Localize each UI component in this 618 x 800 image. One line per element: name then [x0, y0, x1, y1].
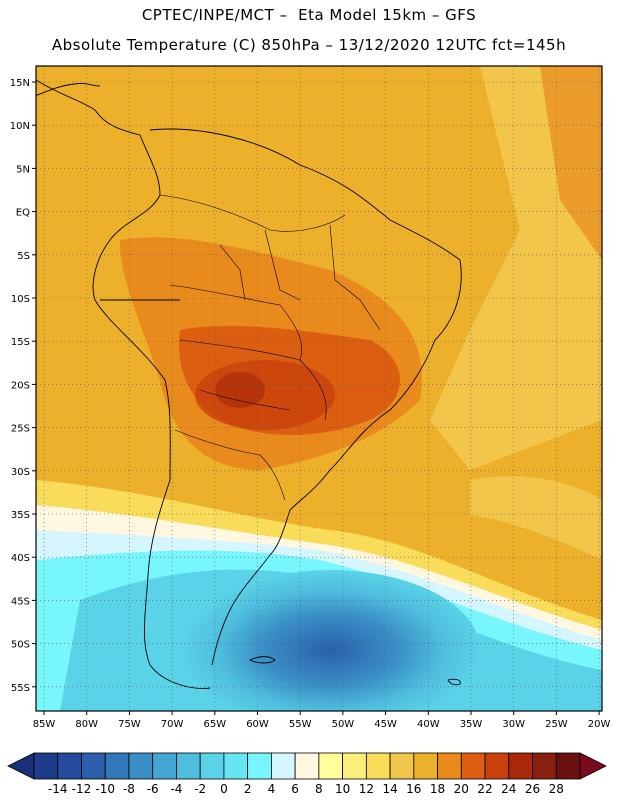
colorbar-swatch: [342, 752, 367, 780]
country-borders: [159, 194, 381, 501]
colorbar-low-arrow: [7, 752, 35, 780]
colorbar-level-label: -8: [123, 782, 135, 796]
lat-label: 20S: [11, 380, 30, 391]
lat-label: 10S: [11, 294, 30, 305]
colorbar-level-label: 28: [549, 782, 564, 796]
lat-label: 30S: [11, 467, 30, 478]
colorbar-swatch: [104, 752, 130, 780]
colorbar-swatch: [176, 752, 201, 780]
colorbar-level-label: -10: [95, 782, 115, 796]
colorbar-swatch: [33, 752, 59, 780]
lat-label: 25S: [11, 424, 30, 435]
map-frame: [35, 65, 603, 712]
lon-label: 35W: [460, 719, 483, 730]
lat-label: 55S: [11, 683, 30, 694]
colorbar-level-label: 2: [244, 782, 252, 796]
colorbar-level-label: 18: [430, 782, 445, 796]
colorbar-swatch: [413, 752, 438, 780]
colorbar-swatch: [318, 752, 344, 780]
colorbar-swatch: [128, 752, 154, 780]
colorbar-level-label: 4: [268, 782, 276, 796]
lon-label: 45W: [374, 719, 397, 730]
lon-label: 85W: [33, 719, 56, 730]
colorbar-swatch: [532, 752, 557, 780]
colorbar-level-label: 8: [315, 782, 323, 796]
colorbar-level-label: -6: [147, 782, 159, 796]
colorbar-level-label: 14: [382, 782, 397, 796]
colorbar-level-label: 22: [477, 782, 492, 796]
lat-label: 45S: [11, 596, 30, 607]
colorbar-level-label: -12: [72, 782, 92, 796]
colorbar-swatch: [484, 752, 510, 780]
colorbar-level-label: 24: [501, 782, 516, 796]
colorbar-swatch: [437, 752, 462, 780]
lat-label: 10N: [10, 121, 30, 132]
colorbar-level-label: 10: [335, 782, 350, 796]
colorbar-level-label: -2: [194, 782, 206, 796]
lon-label: 65W: [203, 719, 226, 730]
colorbar-high-arrow: [579, 752, 607, 780]
lat-label: 15S: [11, 337, 30, 348]
colorbar-swatch: [460, 752, 486, 780]
map-title-line-2: Absolute Temperature (C) 850hPa – 13/12/…: [51, 36, 567, 54]
lon-label: 25W: [545, 719, 568, 730]
colorbar: [7, 752, 607, 780]
lon-label: 70W: [161, 719, 184, 730]
lat-label: 40S: [11, 553, 30, 564]
colorbar-swatch: [270, 752, 296, 780]
lon-label: 50W: [332, 719, 355, 730]
colorbar-level-label: -14: [48, 782, 68, 796]
colorbar-level-label: 6: [291, 782, 299, 796]
lat-label: EQ: [16, 208, 30, 219]
lat-label: 15N: [10, 78, 30, 89]
lat-label: 35S: [11, 510, 30, 521]
colorbar-swatch: [247, 752, 272, 780]
colorbar-swatch: [294, 752, 320, 780]
temperature-field: [36, 66, 602, 711]
colorbar-swatch: [555, 752, 581, 780]
colorbar-swatch: [152, 752, 177, 780]
lat-label: 5N: [16, 164, 30, 175]
map-title-line-1: CPTEC/INPE/MCT – Eta Model 15km – GFS: [141, 6, 477, 24]
lon-label: 60W: [246, 719, 269, 730]
colorbar-swatch: [223, 752, 249, 780]
colorbar-level-label: 16: [406, 782, 421, 796]
lon-label: 55W: [289, 719, 312, 730]
colorbar-level-label: 12: [359, 782, 374, 796]
lon-label: 75W: [118, 719, 141, 730]
colorbar-swatch: [57, 752, 82, 780]
lat-label: 50S: [11, 640, 30, 651]
colorbar-swatch: [508, 752, 533, 780]
latitude-labels: 15N 10N 5N EQ 5S 10S 15S 20S 25S 30S 35S 40S 45S 50S 5…: [10, 78, 36, 694]
colorbar-level-label: 0: [220, 782, 228, 796]
lon-label: 40W: [417, 719, 440, 730]
colorbar-labels: -14 -12 -10 -8 -6 -4 -2 0 2 4 6 8 10 12 14 16 18 20 22 24 26…: [48, 782, 564, 796]
colorbar-level-label: 20: [454, 782, 469, 796]
longitude-labels: 85W 80W 75W 70W 65W 60W 55W 50W 45W 40W 35W 30W 25W 2…: [33, 711, 611, 730]
colorbar-level-label: 26: [525, 782, 540, 796]
colorbar-swatch: [389, 752, 415, 780]
lon-label: 80W: [75, 719, 98, 730]
colorbar-level-label: -4: [170, 782, 182, 796]
lat-label: 5S: [17, 251, 30, 262]
colorbar-swatch: [81, 752, 106, 780]
lon-label: 30W: [502, 719, 525, 730]
colorbar-swatch: [365, 752, 391, 780]
lon-label: 20W: [588, 719, 611, 730]
colorbar-swatch: [199, 752, 225, 780]
